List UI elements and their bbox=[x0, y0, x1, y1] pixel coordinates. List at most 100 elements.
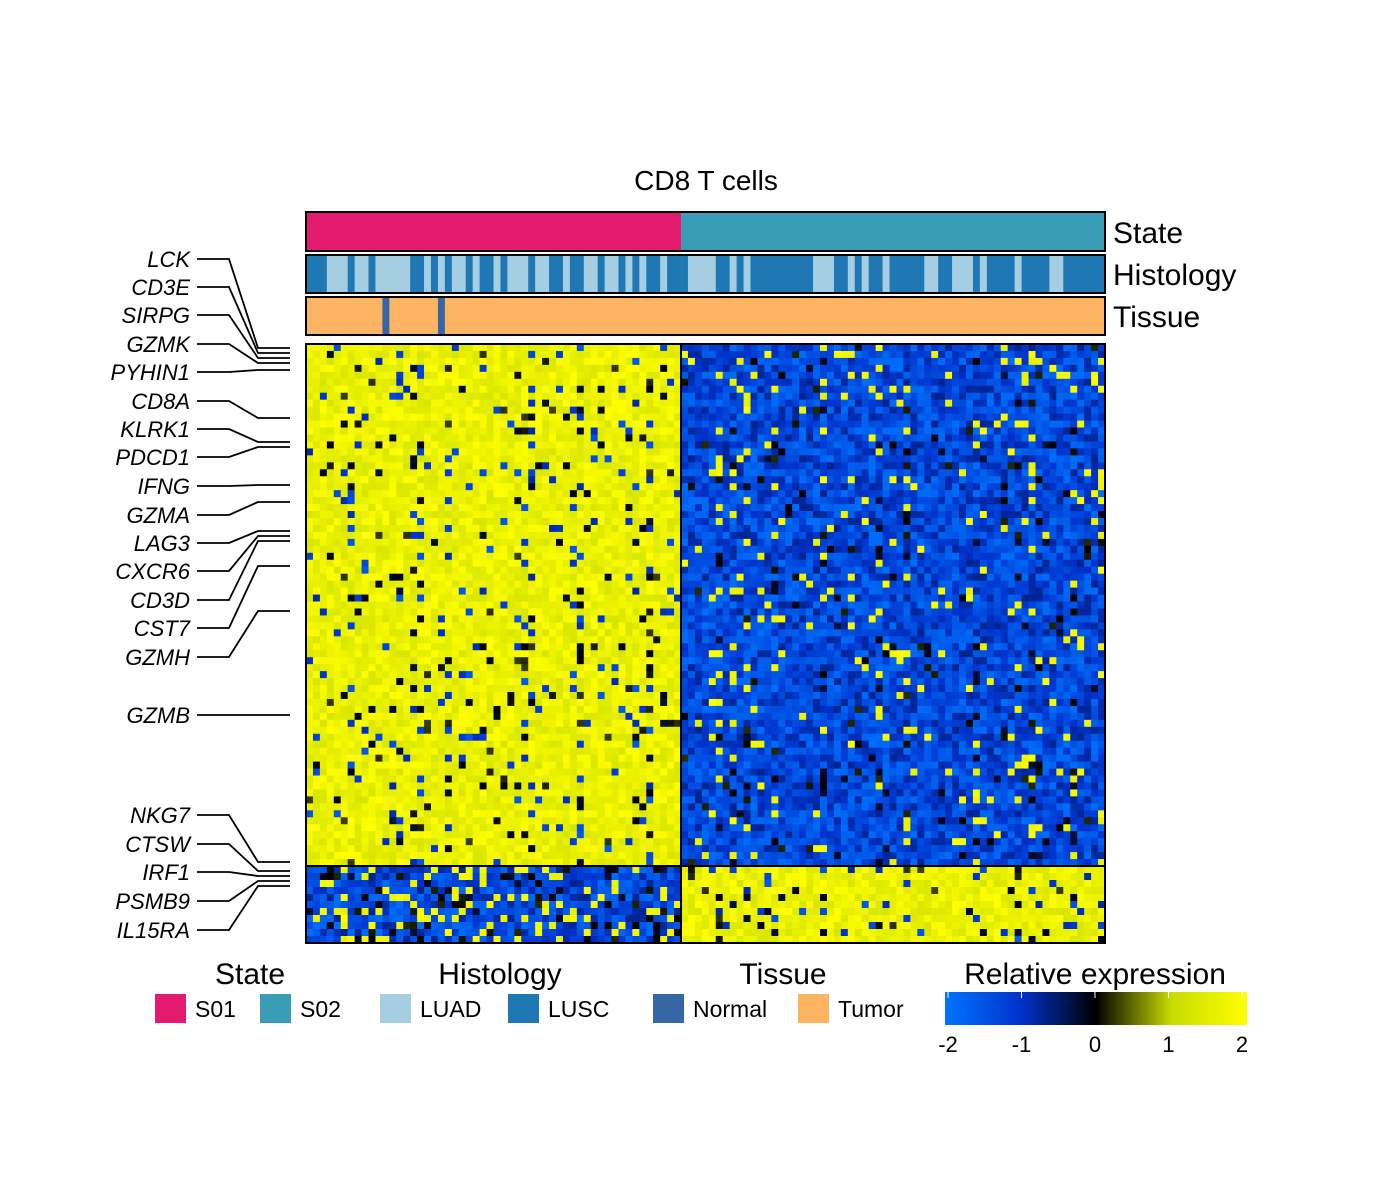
heatmap-cell bbox=[708, 552, 717, 561]
heatmap-cell bbox=[764, 552, 772, 561]
heatmap-cell bbox=[764, 531, 772, 540]
heatmap-cell bbox=[1098, 545, 1106, 554]
heatmap-cell bbox=[854, 573, 863, 582]
heatmap-cell bbox=[674, 406, 682, 415]
heatmap-cell bbox=[743, 448, 752, 456]
heatmap-cell bbox=[562, 344, 571, 352]
heatmap-cell bbox=[1098, 622, 1106, 630]
heatmap-cell bbox=[681, 615, 689, 623]
heatmap-cell bbox=[1098, 483, 1106, 491]
heatmap-cell bbox=[542, 476, 550, 484]
heatmap-cell bbox=[597, 622, 606, 630]
heatmap-cell bbox=[840, 518, 849, 526]
heatmap-cell bbox=[1000, 364, 1009, 373]
heatmap-cell bbox=[444, 455, 453, 463]
state-s01-band bbox=[306, 212, 681, 251]
heatmap-cell bbox=[382, 552, 390, 561]
heatmap-cell bbox=[465, 462, 474, 470]
heatmap-cell bbox=[451, 448, 460, 456]
heatmap-cell bbox=[1091, 594, 1099, 603]
heatmap-cell bbox=[521, 552, 529, 561]
heatmap-cell bbox=[451, 552, 460, 561]
heatmap-cell bbox=[312, 344, 321, 352]
heatmap-cell bbox=[813, 455, 821, 463]
heatmap-cell bbox=[514, 524, 522, 533]
tissue-track bbox=[306, 297, 1106, 335]
heatmap-cell bbox=[1014, 392, 1023, 401]
heatmap-cell bbox=[708, 434, 717, 442]
heatmap-cell bbox=[486, 615, 494, 623]
heatmap-cell bbox=[667, 490, 675, 498]
heatmap-cell bbox=[361, 518, 369, 526]
heatmap-cell bbox=[583, 413, 592, 422]
heatmap-cell bbox=[924, 371, 932, 380]
heatmap-cell bbox=[1021, 608, 1030, 616]
heatmap-cell bbox=[514, 566, 522, 575]
heatmap-cell bbox=[625, 434, 633, 442]
heatmap-cell bbox=[500, 441, 508, 449]
heatmap-cell bbox=[764, 357, 772, 366]
heatmap-cell bbox=[507, 538, 515, 547]
heatmap-cell bbox=[347, 364, 356, 373]
heatmap-cell bbox=[972, 601, 981, 609]
heatmap-cell bbox=[528, 350, 536, 359]
heatmap-cell bbox=[1070, 594, 1078, 603]
heatmap-cell bbox=[625, 580, 633, 589]
histology-cell bbox=[750, 255, 758, 293]
heatmap-cell bbox=[486, 511, 494, 519]
heatmap-cell bbox=[903, 378, 911, 387]
heatmap-cell bbox=[931, 497, 939, 505]
heatmap-cell bbox=[354, 566, 363, 575]
heatmap-cell bbox=[472, 434, 481, 442]
heatmap-cell bbox=[840, 483, 849, 491]
heatmap-cell bbox=[924, 552, 932, 561]
heatmap-cell bbox=[514, 371, 522, 380]
heatmap-cell bbox=[653, 462, 661, 470]
heatmap-cell bbox=[368, 552, 376, 561]
heatmap-cell bbox=[1028, 434, 1036, 442]
heatmap-cell bbox=[952, 364, 960, 373]
heatmap-cell bbox=[632, 469, 640, 477]
heatmap-cell bbox=[389, 615, 397, 623]
heatmap-cell bbox=[1000, 573, 1009, 582]
heatmap-cell bbox=[382, 434, 390, 442]
heatmap-cell bbox=[583, 364, 592, 373]
heatmap-cell bbox=[910, 455, 918, 463]
heatmap-cell bbox=[340, 455, 349, 463]
heatmap-cell bbox=[945, 455, 953, 463]
histology-cell bbox=[979, 255, 988, 293]
heatmap-cell bbox=[1084, 538, 1092, 547]
heatmap-cell bbox=[333, 434, 342, 442]
heatmap-cell bbox=[493, 629, 501, 637]
heatmap-cell bbox=[410, 629, 418, 637]
heatmap-cell bbox=[375, 392, 383, 401]
heatmap-cell bbox=[500, 511, 508, 519]
heatmap-cell bbox=[903, 615, 911, 623]
heatmap-cell bbox=[437, 622, 446, 630]
heatmap-cell bbox=[354, 344, 363, 352]
heatmap-cell bbox=[674, 413, 682, 422]
heatmap-cell bbox=[542, 455, 550, 463]
heatmap-cell bbox=[604, 594, 613, 603]
heatmap-cell bbox=[813, 545, 821, 554]
heatmap-cell bbox=[917, 455, 925, 463]
heatmap-cell bbox=[382, 364, 390, 373]
heatmap-cell bbox=[1028, 524, 1036, 533]
heatmap-cell bbox=[750, 392, 758, 401]
heatmap-cell bbox=[764, 406, 772, 415]
heatmap-cell bbox=[764, 378, 772, 387]
heatmap-cell bbox=[542, 469, 550, 477]
heatmap-cell bbox=[556, 552, 564, 561]
heatmap-cell bbox=[1091, 385, 1099, 394]
heatmap-cell bbox=[583, 497, 592, 505]
heatmap-cell bbox=[451, 608, 460, 616]
heatmap-cell bbox=[535, 357, 543, 366]
heatmap-cell bbox=[639, 615, 647, 623]
heatmap-cell bbox=[917, 573, 925, 582]
heatmap-cell bbox=[1014, 455, 1023, 463]
heatmap-cell bbox=[715, 364, 724, 373]
heatmap-cell bbox=[451, 378, 460, 387]
heatmap-cell bbox=[312, 594, 321, 603]
heatmap-cell bbox=[451, 413, 460, 422]
heatmap-cell bbox=[979, 357, 988, 366]
